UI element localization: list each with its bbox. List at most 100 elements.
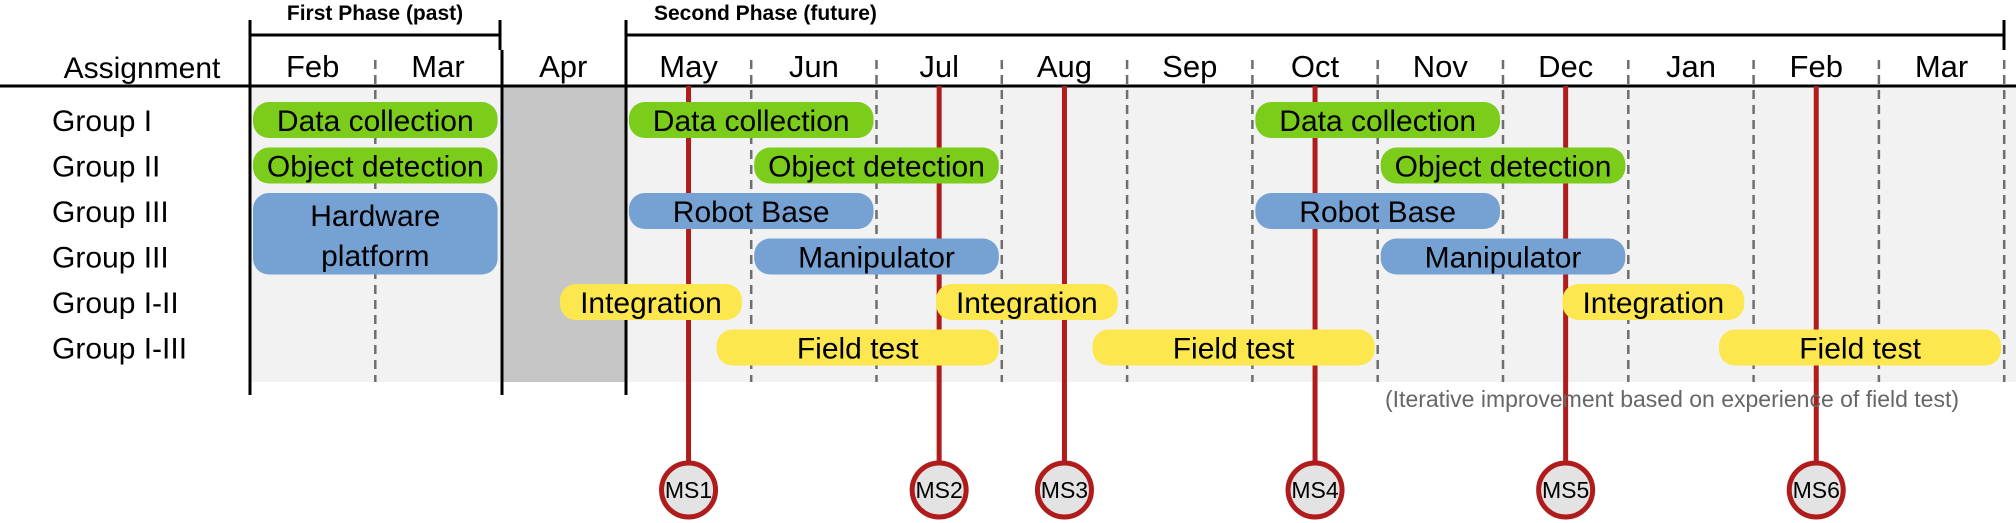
month-label: Jan — [1666, 49, 1716, 84]
gap-month-shading — [502, 86, 626, 382]
bar-shape — [253, 102, 498, 138]
milestone-label: MS2 — [916, 477, 963, 503]
milestone-circle — [659, 460, 719, 520]
milestone-ms1: MS1 — [659, 460, 719, 520]
milestone-ms3: MS3 — [1034, 460, 1094, 520]
bar-shape — [1380, 238, 1626, 275]
month-label: Apr — [539, 49, 587, 84]
milestone-ms2: MS2 — [909, 460, 969, 520]
bar-shape — [1092, 329, 1375, 366]
month-label: Nov — [1413, 49, 1469, 84]
bar-label: platform — [321, 240, 429, 273]
bar-label: Object detection — [267, 151, 484, 184]
task-bar-data-collection: Data collection — [628, 102, 874, 138]
bar-label: Integration — [956, 287, 1098, 320]
milestone-ms6: MS6 — [1786, 460, 1846, 520]
bar-shape — [1255, 102, 1500, 138]
month-label: Mar — [1915, 49, 1968, 84]
task-bar-field-test: Field test — [716, 329, 999, 366]
row-label: Group III — [52, 196, 169, 229]
bar-label: Hardware — [310, 200, 440, 233]
task-bar-integration: Integration — [559, 284, 742, 320]
phase2-bracket: Second Phase (future) — [624, 2, 2006, 50]
task-bar-integration: Integration — [1562, 284, 1745, 320]
row-label: Group II — [52, 151, 160, 184]
milestone-ms5: MS5 — [1536, 460, 1596, 520]
month-label: Aug — [1037, 49, 1092, 84]
month-label: Dec — [1538, 49, 1593, 84]
month-label: Feb — [286, 49, 339, 84]
bar-label: Robot Base — [1299, 196, 1456, 229]
milestone-label: MS3 — [1041, 477, 1088, 503]
bar-label: Data collection — [653, 105, 850, 138]
bar-shape — [1255, 193, 1500, 229]
month-label: Sep — [1162, 49, 1217, 84]
task-bar-field-test: Field test — [1092, 329, 1375, 366]
bar-shape — [1719, 329, 2002, 366]
month-label: Mar — [411, 49, 464, 84]
bar-label: Field test — [1173, 333, 1295, 366]
bar-shape — [628, 102, 874, 138]
milestone-label: MS6 — [1793, 477, 1840, 503]
bar-label: Integration — [1582, 287, 1724, 320]
month-label: Jul — [919, 49, 959, 84]
bar-label: Object detection — [1395, 151, 1612, 184]
bar-label: Object detection — [768, 151, 985, 184]
bar-label: Data collection — [277, 105, 474, 138]
bar-label: Robot Base — [673, 196, 830, 229]
milestone-circle — [1034, 460, 1094, 520]
bar-label: Manipulator — [1425, 242, 1582, 275]
milestone-ms4: MS4 — [1285, 460, 1345, 520]
row-label: Group III — [52, 242, 169, 275]
bar-shape — [935, 284, 1118, 320]
task-bar-data-collection: Data collection — [1255, 102, 1500, 138]
month-label: May — [659, 49, 718, 84]
task-bar-robot-base: Robot Base — [1255, 193, 1500, 229]
iteration-note: (Iterative improvement based on experien… — [1385, 386, 1959, 412]
row-label: Group I — [52, 105, 152, 138]
bar-label: Data collection — [1279, 105, 1476, 138]
phase2-label: Second Phase (future) — [654, 2, 877, 25]
milestone-circle — [909, 460, 969, 520]
milestone-label: MS5 — [1542, 477, 1589, 503]
task-bar-hardware-platform: Hardware platform — [253, 193, 498, 275]
bar-label: Integration — [580, 287, 722, 320]
phase1-bracket: First Phase (past) — [248, 2, 502, 50]
bar-shape — [1562, 284, 1745, 320]
bar-shape — [716, 329, 999, 366]
task-bar-integration: Integration — [935, 284, 1118, 320]
task-bar-manipulator: Manipulator — [754, 238, 999, 275]
milestone-label: MS4 — [1291, 477, 1339, 503]
milestone-markers: MS1 MS2 MS3 MS4 MS5 MS6 — [659, 460, 1846, 520]
milestone-circle — [1536, 460, 1596, 520]
milestone-circle — [1285, 460, 1345, 520]
task-bars: Data collection Data collection Data colle… — [253, 102, 2002, 366]
row-label: Group I-III — [52, 333, 187, 366]
bar-shape — [754, 238, 999, 275]
task-bar-object-detection: Object detection — [1380, 147, 1626, 184]
bar-shape — [754, 147, 999, 184]
task-bar-robot-base: Robot Base — [628, 193, 874, 229]
row-label: Group I-II — [52, 287, 179, 320]
task-bar-data-collection: Data collection — [253, 102, 498, 138]
bar-label: Field test — [797, 333, 919, 366]
month-label: Oct — [1291, 49, 1340, 84]
task-bar-object-detection: Object detection — [253, 147, 498, 184]
milestone-circle — [1786, 460, 1846, 520]
task-bar-manipulator: Manipulator — [1380, 238, 1626, 275]
bar-shape — [1380, 147, 1626, 184]
task-bar-field-test: Field test — [1719, 329, 2002, 366]
milestone-label: MS1 — [665, 477, 712, 503]
bar-label: Field test — [1799, 333, 1921, 366]
bar-shape — [253, 193, 498, 275]
month-labels: Feb Mar Apr May Jun Jul Aug Sep Oct Nov Dec Jan Feb M… — [286, 49, 1968, 84]
bar-label: Manipulator — [798, 242, 955, 275]
bar-shape — [628, 193, 874, 229]
bar-shape — [559, 284, 742, 320]
assignment-header: Assignment — [64, 52, 221, 85]
task-bar-object-detection: Object detection — [754, 147, 999, 184]
month-label: Jun — [789, 49, 839, 84]
month-label: Feb — [1790, 49, 1843, 84]
bar-shape — [253, 147, 498, 184]
